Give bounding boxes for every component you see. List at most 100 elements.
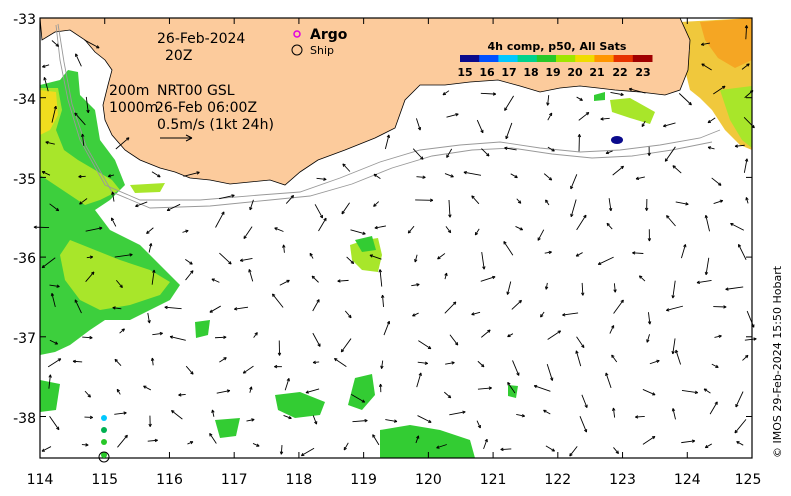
colorbar-tick: 16	[479, 66, 495, 79]
current-vector	[312, 276, 319, 282]
colorbar-tick: 17	[501, 66, 516, 79]
current-vector	[318, 218, 326, 231]
x-tick-label: 124	[674, 472, 701, 488]
current-vector	[418, 416, 432, 423]
current-vector	[708, 147, 714, 150]
current-vector	[286, 195, 293, 203]
current-vector	[705, 215, 709, 231]
colorbar-cells	[460, 55, 653, 62]
current-vector	[147, 228, 154, 234]
current-vector	[186, 271, 193, 280]
current-vector	[381, 295, 384, 307]
current-vector	[344, 443, 348, 450]
current-vector	[341, 339, 351, 352]
colorbar-cell	[498, 55, 518, 62]
current-vector	[534, 385, 550, 391]
current-vector	[666, 306, 683, 311]
current-vector	[682, 390, 698, 393]
current-vector	[665, 147, 675, 162]
colorbar-cell	[575, 55, 595, 62]
credit-text: © IMOS 29-Feb-2024 15:50 Hobart	[771, 265, 784, 458]
current-vector	[313, 299, 319, 311]
current-vector	[151, 358, 154, 365]
current-vector	[274, 365, 282, 368]
product-label: NRT00 GSL	[157, 83, 235, 99]
current-vector	[313, 415, 317, 424]
current-vector	[614, 300, 624, 313]
current-vector	[507, 282, 511, 295]
current-vector	[508, 334, 513, 337]
current-vector	[746, 197, 749, 203]
colorbar-cell	[518, 55, 538, 62]
current-vector	[484, 439, 488, 449]
colorbar-title: 4h comp, p50, All Sats	[488, 40, 627, 53]
ship-track-point	[101, 415, 107, 421]
current-vector	[571, 174, 577, 189]
current-vector	[478, 361, 484, 367]
current-vector	[310, 253, 313, 258]
x-tick-label: 117	[221, 472, 248, 488]
current-vector	[114, 412, 126, 415]
current-vector	[643, 389, 655, 394]
current-vector	[712, 364, 718, 367]
current-vector	[416, 118, 420, 130]
current-vector	[697, 280, 712, 283]
current-vector	[246, 419, 254, 422]
current-vector	[705, 444, 712, 448]
current-vector	[334, 358, 346, 366]
current-vector	[681, 440, 695, 443]
current-vector	[541, 312, 545, 317]
current-vector	[343, 164, 350, 172]
current-vector	[737, 442, 744, 446]
current-vector	[338, 280, 349, 283]
current-vector	[445, 174, 454, 177]
current-vector	[562, 313, 578, 316]
current-vector	[472, 312, 480, 315]
current-vector	[212, 410, 215, 417]
current-vector	[712, 178, 721, 185]
current-vector	[152, 332, 162, 335]
colorbar-cell	[594, 55, 614, 62]
current-vector	[210, 433, 217, 443]
current-vector	[538, 230, 544, 241]
current-vector	[444, 392, 450, 398]
current-vector	[511, 174, 518, 178]
current-vector	[243, 366, 253, 373]
current-vector	[384, 321, 390, 335]
current-vector	[445, 362, 454, 365]
current-vector	[240, 258, 252, 261]
current-vector	[547, 364, 553, 380]
current-vector	[48, 359, 61, 367]
current-vector	[285, 378, 289, 390]
current-vector	[736, 392, 743, 407]
current-vector	[580, 416, 587, 432]
current-vector	[742, 355, 748, 360]
current-vector	[272, 294, 283, 308]
current-vector	[73, 360, 82, 363]
ship-track	[99, 415, 109, 462]
colorbar-cell	[633, 55, 653, 62]
x-tick-label: 116	[156, 472, 183, 488]
current-vector	[187, 442, 193, 445]
current-vector	[512, 300, 522, 309]
current-vector	[482, 252, 485, 269]
x-tick-label: 121	[480, 472, 507, 488]
current-vector	[505, 96, 514, 111]
current-vector	[543, 410, 550, 414]
current-vector	[676, 202, 689, 205]
depth-1000-label: 1000m	[109, 100, 158, 116]
colorbar-tick: 15	[457, 66, 472, 79]
current-vector	[481, 276, 495, 281]
current-vector	[379, 384, 382, 392]
current-vector	[148, 439, 158, 442]
current-vector	[280, 445, 283, 454]
current-vector	[481, 93, 496, 96]
depth-200-label: 200m	[109, 83, 149, 99]
current-vector	[635, 416, 644, 419]
current-vector	[582, 395, 587, 408]
current-vector	[76, 54, 82, 66]
current-vector	[212, 279, 219, 282]
current-vector	[215, 336, 226, 339]
current-vector	[82, 444, 88, 447]
